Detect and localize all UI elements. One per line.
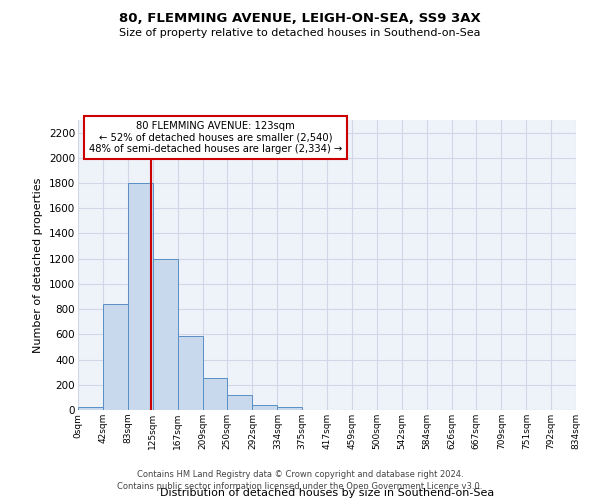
Y-axis label: Number of detached properties: Number of detached properties <box>34 178 43 352</box>
Text: 80, FLEMMING AVENUE, LEIGH-ON-SEA, SS9 3AX: 80, FLEMMING AVENUE, LEIGH-ON-SEA, SS9 3… <box>119 12 481 26</box>
Bar <box>178 336 203 410</box>
Text: Contains public sector information licensed under the Open Government Licence v3: Contains public sector information licen… <box>118 482 482 491</box>
Bar <box>128 183 152 410</box>
Bar <box>203 378 227 410</box>
Text: Size of property relative to detached houses in Southend-on-Sea: Size of property relative to detached ho… <box>119 28 481 38</box>
Bar <box>227 395 253 410</box>
Bar <box>253 405 277 410</box>
Bar <box>78 408 103 410</box>
X-axis label: Distribution of detached houses by size in Southend-on-Sea: Distribution of detached houses by size … <box>160 488 494 498</box>
Bar <box>103 304 128 410</box>
Bar <box>277 407 302 410</box>
Bar <box>152 258 178 410</box>
Text: Contains HM Land Registry data © Crown copyright and database right 2024.: Contains HM Land Registry data © Crown c… <box>137 470 463 479</box>
Text: 80 FLEMMING AVENUE: 123sqm
← 52% of detached houses are smaller (2,540)
48% of s: 80 FLEMMING AVENUE: 123sqm ← 52% of deta… <box>89 121 342 154</box>
